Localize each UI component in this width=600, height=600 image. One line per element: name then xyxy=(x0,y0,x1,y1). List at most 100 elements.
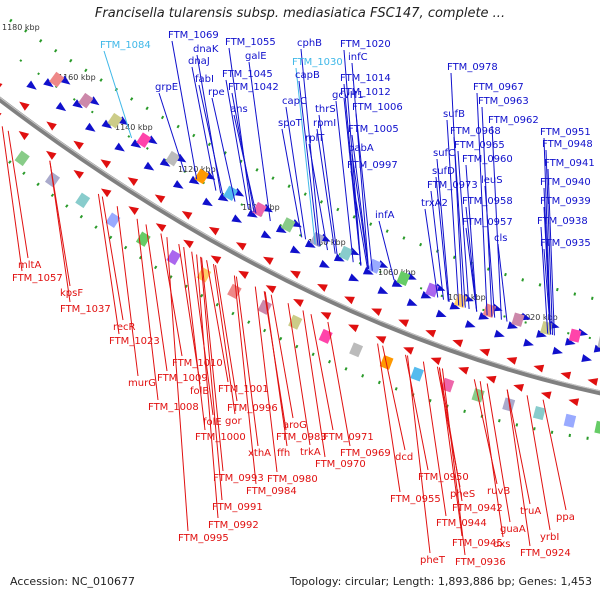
reverse-gene-label[interactable]: recR xyxy=(113,322,136,333)
forward-gene-label[interactable]: sufB xyxy=(443,109,465,120)
reverse-gene-label[interactable]: FTM_1008 xyxy=(148,402,199,413)
reverse-gene-label[interactable]: dcd xyxy=(395,452,413,463)
forward-gene-label[interactable]: FTM_1006 xyxy=(352,102,403,113)
reverse-gene-label[interactable]: FTM_1010 xyxy=(172,358,223,369)
forward-gene-label[interactable]: FTM_0997 xyxy=(347,160,398,171)
reverse-gene-glyph xyxy=(73,169,84,179)
reverse-gene-label[interactable]: kpsF xyxy=(60,288,83,299)
reverse-gene-label[interactable]: FTM_0984 xyxy=(246,486,297,497)
forward-gene-label[interactable]: cls xyxy=(494,233,508,244)
forward-gene-label[interactable]: ans xyxy=(230,104,248,115)
forward-gene-label[interactable]: FTM_0978 xyxy=(447,62,498,73)
forward-gene-label[interactable]: FTM_0968 xyxy=(450,126,501,137)
forward-gene-label[interactable]: galE xyxy=(245,51,267,62)
reverse-gene-label[interactable]: FTM_0945 xyxy=(452,538,503,549)
reverse-gene-label[interactable]: FTM_1037 xyxy=(60,304,111,315)
forward-gene-label[interactable]: FTM_0948 xyxy=(542,139,593,150)
reverse-gene-label[interactable]: gor xyxy=(225,416,242,427)
reverse-gene-label[interactable]: FTM_1000 xyxy=(195,432,246,443)
reverse-gene-label[interactable]: FTM_0969 xyxy=(340,448,391,459)
forward-gene-label[interactable]: dnaK xyxy=(193,44,219,55)
reverse-gene-label[interactable]: FTM_0983 xyxy=(276,432,327,443)
reverse-gene-label[interactable]: folE xyxy=(203,417,222,428)
forward-gene-label[interactable]: FTM_0951 xyxy=(540,127,591,138)
forward-gene-label[interactable]: FTM_0939 xyxy=(540,196,591,207)
forward-gene-label[interactable]: FTM_0940 xyxy=(540,177,591,188)
reverse-gene-label[interactable]: FTM_0970 xyxy=(315,459,366,470)
reverse-gene-label[interactable]: FTM_0942 xyxy=(452,503,503,514)
forward-gene-label[interactable]: infC xyxy=(348,52,368,63)
reverse-gene-label[interactable]: folB xyxy=(190,386,209,397)
forward-gene-label[interactable]: FTM_1069 xyxy=(168,30,219,41)
forward-gene-label[interactable]: sufD xyxy=(432,166,455,177)
forward-gene-label[interactable]: FTM_1042 xyxy=(228,82,279,93)
reverse-gene-label[interactable]: yrbI xyxy=(540,532,559,543)
forward-gene-label[interactable]: trxA2 xyxy=(421,198,448,209)
forward-gene-label[interactable]: FTM_1005 xyxy=(348,124,399,135)
forward-gene-label[interactable]: grpE xyxy=(155,82,178,93)
forward-gene-label[interactable]: FTM_0962 xyxy=(488,115,539,126)
forward-gene-label[interactable]: spoT xyxy=(278,118,303,129)
reverse-gene-label[interactable]: FTM_0980 xyxy=(267,474,318,485)
forward-gene-label[interactable]: FTM_1045 xyxy=(222,69,273,80)
reverse-gene-label[interactable]: truA xyxy=(520,506,541,517)
forward-gene-label[interactable]: FTM_0957 xyxy=(462,217,513,228)
forward-gene-label[interactable]: FTM_1012 xyxy=(340,87,391,98)
reverse-gene-label[interactable]: FTM_0992 xyxy=(208,520,259,531)
forward-gene-label[interactable]: FTM_0973 xyxy=(427,180,478,191)
forward-gene-label[interactable]: sufC xyxy=(433,148,455,159)
reverse-gene-label[interactable]: pheS xyxy=(450,489,475,500)
forward-gene-label[interactable]: pabA xyxy=(348,143,374,154)
reverse-gene-label[interactable]: FTM_0996 xyxy=(227,403,278,414)
forward-gene-label[interactable]: rpe xyxy=(208,87,225,98)
reverse-gene-label[interactable]: trkA xyxy=(300,447,321,458)
reverse-gene-label[interactable]: xthA xyxy=(248,448,271,459)
forward-gene-label[interactable]: FTM_0967 xyxy=(473,82,524,93)
forward-gene-label[interactable]: FTM_0935 xyxy=(540,238,591,249)
forward-gene-label[interactable]: FTM_0938 xyxy=(537,216,588,227)
forward-gene-label[interactable]: gcvH1 xyxy=(332,90,364,101)
reverse-gene-label[interactable]: aroG xyxy=(283,420,307,431)
forward-gene-label[interactable]: FTM_1055 xyxy=(225,37,276,48)
forward-gene-label[interactable]: rpmI xyxy=(313,118,336,129)
reverse-gene-label[interactable]: guaA xyxy=(500,524,526,535)
forward-gene-label[interactable]: FTM_0941 xyxy=(544,158,595,169)
reverse-gene-label[interactable]: pheT xyxy=(420,555,446,566)
forward-gene-label[interactable]: capB xyxy=(295,70,320,81)
forward-gene-label[interactable]: thrS xyxy=(315,104,336,115)
reverse-gene-label[interactable]: FTM_1057 xyxy=(12,273,63,284)
reverse-gene-label[interactable]: FTM_0971 xyxy=(323,432,374,443)
reverse-gene-label[interactable]: FTM_1009 xyxy=(157,373,208,384)
forward-gene-label[interactable]: capC xyxy=(282,96,307,107)
forward-gene-label[interactable]: rplT xyxy=(305,133,325,144)
reverse-gene-label[interactable]: dxs xyxy=(493,539,510,550)
reverse-gene-label[interactable]: FTM_0924 xyxy=(520,548,571,559)
reverse-gene-label[interactable]: ruvB xyxy=(487,486,510,497)
forward-gene-label[interactable]: leuS xyxy=(481,175,503,186)
forward-gene-label[interactable]: FTM_1020 xyxy=(340,39,391,50)
reverse-gene-label[interactable]: FTM_1001 xyxy=(218,384,269,395)
reverse-gene-label[interactable]: FTM_1023 xyxy=(109,336,160,347)
reverse-gene-label[interactable]: FTM_0995 xyxy=(178,533,229,544)
reverse-gene-label[interactable]: FTM_0993 xyxy=(213,473,264,484)
forward-gene-label[interactable]: FTM_0958 xyxy=(462,196,513,207)
reverse-gene-label[interactable]: ffh xyxy=(277,448,290,459)
forward-gene-label[interactable]: FTM_0963 xyxy=(478,96,529,107)
reverse-gene-label[interactable]: FTM_0955 xyxy=(390,494,441,505)
forward-gene-label[interactable]: cphB xyxy=(297,38,322,49)
reverse-gene-label[interactable]: FTM_0991 xyxy=(212,502,263,513)
reverse-gene-label[interactable]: FTM_0936 xyxy=(455,557,506,568)
reverse-gene-label[interactable]: mltA xyxy=(18,260,41,271)
forward-gene-label[interactable]: FTM_0960 xyxy=(462,154,513,165)
forward-gene-label[interactable]: infA xyxy=(375,210,395,221)
forward-gene-label[interactable]: FTM_1030 xyxy=(292,57,343,68)
forward-gene-label[interactable]: dnaJ xyxy=(188,56,210,67)
reverse-gene-label[interactable]: FTM_0944 xyxy=(436,518,487,529)
forward-gene-label[interactable]: FTM_0965 xyxy=(454,140,505,151)
forward-gene-label[interactable]: FTM_1014 xyxy=(340,73,391,84)
forward-gene-label[interactable]: fabI xyxy=(195,74,214,85)
reverse-gene-label[interactable]: FTM_0950 xyxy=(418,472,469,483)
forward-gene-label[interactable]: FTM_1084 xyxy=(100,40,151,51)
reverse-gene-label[interactable]: murG xyxy=(128,378,156,389)
reverse-gene-label[interactable]: ppa xyxy=(556,512,575,523)
